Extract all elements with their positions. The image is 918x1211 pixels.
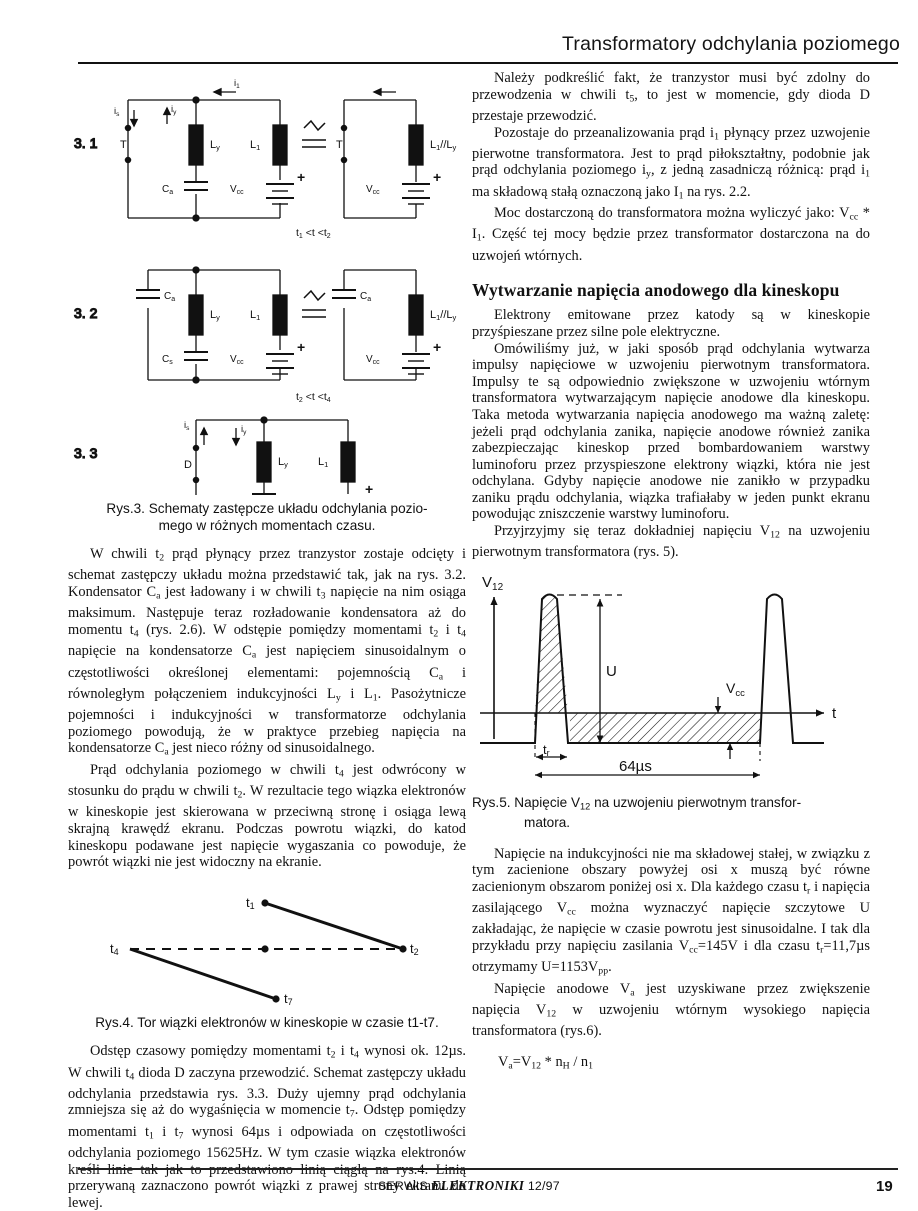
label-plus-3-3: + [365,481,373,495]
right-paragraph-8: Napięcie anodowe Va jest uzyskiwane prze… [472,980,870,1040]
right-paragraph-7: Napięcie na indukcyjności nie ma składow… [472,845,871,978]
footer-magazine-name: ELEKTRONIKI [431,1178,525,1193]
label-i1-3-1: i1 [234,78,240,90]
label-Vcc-3-1: Vcc [230,184,244,196]
time-range-3-1: t1 <t <t2 [296,227,331,240]
label-plus-3-1: + [297,169,305,185]
footer-magazine: SERWIS ELEKTRONIKI 12/97 [378,1178,560,1194]
figure-rys4-caption: Rys.4. Tor wiązki elektronów w kineskopi… [95,1014,439,1030]
figure-rys5-tr-label: tr [543,742,550,758]
left-paragraph-1: W chwili t2 prąd płynący przez tranzysto… [68,546,467,759]
label-L1pLy-3-2: L1//Ly [430,309,457,322]
label-plus-3-1-right: + [433,169,441,185]
figure-rys3-caption-line1: Rys.3. Schematy zastępcze układu odchyla… [106,501,428,516]
hatch-pulse-area [535,594,568,713]
label-Ca-3-2-right: Ca [360,291,371,303]
label-is-3-1: is [114,106,120,118]
label-iy-3-3: iy [241,424,247,436]
label-Ca-3-2: Ca [164,291,175,303]
figure-rys5-vcc-label: Vcc [726,680,745,699]
label-L1-3-3: L1 [318,456,328,469]
time-range-3-2: t2 <t <t4 [296,391,331,404]
label-T-3-1: T [120,139,127,151]
right-paragraph-5: Omówiliśmy już, w jaki sposób prąd odchy… [472,340,870,523]
figure-rys4-label-t7: t7 [284,991,293,1007]
label-Vcc-3-1-right: Vcc [366,184,380,196]
footer-issue: 12/97 [524,1179,560,1193]
figure-rys5-period-label: 64µs [619,758,652,775]
figure-3-1-number: 3. 1 [74,135,98,151]
figure-rys3-caption: Rys.3. Schematy zastępcze układu odchyla… [68,501,466,534]
figure-3-2-number: 3. 2 [74,305,98,321]
figure-rys5-caption: Rys.5. Napięcie V12 na uzwojeniu pierwot… [472,795,870,832]
section-title: Wytwarzanie napięcia anodowego dla kines… [472,280,840,301]
figure-rys4: t1 t2 t4 t7 Rys.4. Tor wiązki elektronów… [68,881,466,1032]
right-formula: Va=V12 * nH / n1 [498,1053,593,1072]
page-header-title: Transformatory odchylania poziomego [562,33,900,55]
label-D-3-3: D [184,459,192,471]
right-paragraph-3: Moc dostarczoną do transformatora można … [472,205,871,264]
label-Ly-3-1: Ly [210,139,220,152]
footer-magazine-prefix: SERWIS [378,1179,432,1193]
label-Cs-3-2: Cs [162,354,173,366]
label-plus-3-2-right: + [433,339,441,355]
header-rule [78,62,898,64]
hatch-vcc-area [570,712,760,743]
label-plus-3-2: + [297,339,305,355]
label-Vcc-3-2-right: Vcc [366,354,380,366]
label-is-3-3: is [184,420,190,432]
label-Vcc-3-2: Vcc [230,354,244,366]
figure-rys4-label-t2: t2 [410,941,419,957]
figure-rys5: V12 t U Vcc tr 64µs Rys.5. Napięcie V12 … [472,571,870,832]
figure-rys5-caption-line2: matora. [524,815,571,831]
figure-rys5-x-axis-label: t [832,705,837,722]
figure-rys3: 3. 1 [68,70,466,534]
left-column: 3. 1 [68,70,466,1211]
left-paragraph-3: Odstęp czasowy pomiędzy momentami t2 i t… [68,1043,467,1211]
figure-rys4-label-t1: t1 [246,895,255,911]
label-T-3-1-right: T [336,139,343,151]
right-paragraph-2: Pozostaje do przeanalizowania prąd i1 pł… [472,124,870,202]
right-paragraph-1: Należy podkreślić fakt, że tranzystor mu… [472,70,870,124]
figure-rys5-caption-line1: Rys.5. Napięcie V12 na uzwojeniu pierwot… [472,794,802,812]
footer-page-number: 19 [876,1178,893,1195]
waveform-v12 [480,593,824,744]
label-Ly-3-2: Ly [210,309,220,322]
right-paragraph-4: Elektrony emitowane przez katody są w ki… [472,307,870,340]
footer-rule [78,1168,898,1170]
figure-rys3-caption-line2: mego w różnych momentach czasu. [158,517,376,533]
left-paragraph-2: Prąd odchylania poziomego w chwili t4 je… [68,761,466,871]
label-L1pLy-3-1: L1//Ly [430,139,457,152]
right-paragraph-6: Przyjrzyjmy się teraz dokładniej napięci… [472,523,870,561]
figure-rys4-label-t4: t4 [110,941,119,957]
right-column: Należy podkreślić fakt, że tranzystor mu… [472,70,870,1075]
label-L1-3-2: L1 [250,309,260,322]
figure-rys5-y-axis-label: V12 [482,574,504,593]
label-iy-3-1: iy [171,104,177,116]
label-L1-3-1: L1 [250,139,260,152]
label-Ca-3-1: Ca [162,184,173,196]
figure-3-3-number: 3. 3 [74,445,98,461]
figure-rys5-amplitude-label: U [606,663,617,680]
label-Ly-3-3: Ly [278,456,288,469]
